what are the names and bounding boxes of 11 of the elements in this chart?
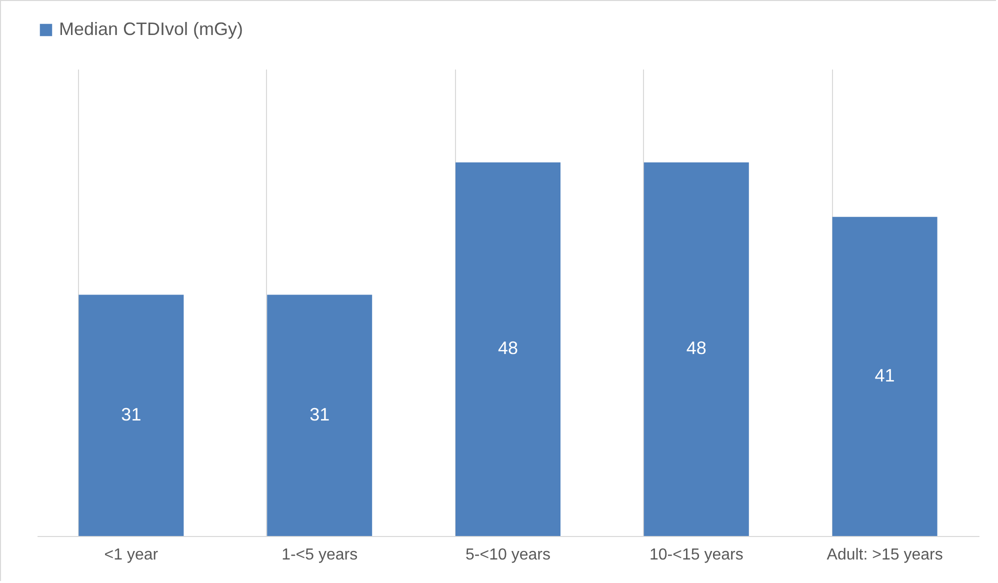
data-label: 48 bbox=[498, 338, 518, 358]
x-tick-label: 5-<10 years bbox=[466, 546, 550, 564]
x-tick-label: 10-<15 years bbox=[649, 546, 744, 564]
data-label: 31 bbox=[310, 404, 330, 424]
data-label: 41 bbox=[874, 365, 895, 386]
x-tick-label: <1 year bbox=[104, 546, 159, 564]
data-label: 31 bbox=[121, 404, 142, 424]
data-label: 48 bbox=[686, 338, 706, 358]
legend-label: Median CTDIvol (mGy) bbox=[59, 19, 244, 39]
x-tick-label: 1-<5 years bbox=[282, 546, 358, 564]
x-tick-label: Adult: >15 years bbox=[826, 546, 943, 564]
